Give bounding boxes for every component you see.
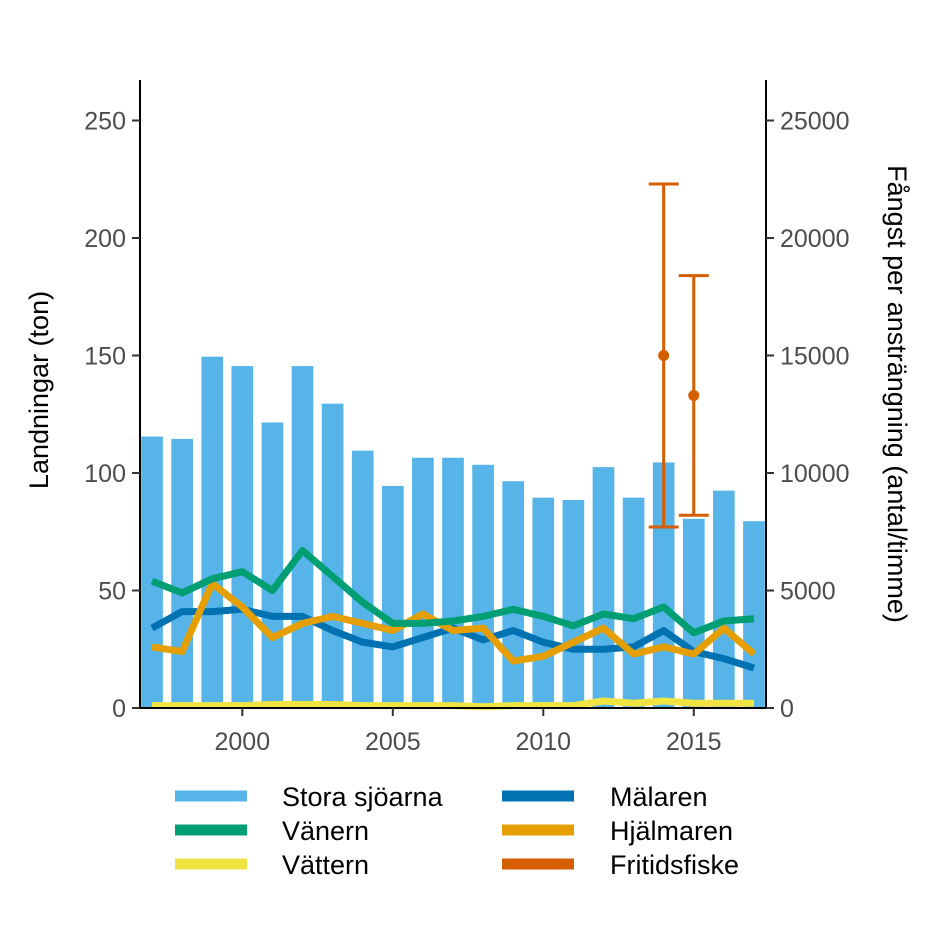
y2-tick-label: 20000 xyxy=(780,225,850,253)
x-tick-label: 2005 xyxy=(365,728,421,756)
bar xyxy=(321,403,344,708)
bar xyxy=(743,521,765,708)
bar xyxy=(141,436,163,708)
legend-key xyxy=(502,824,574,836)
y-tick-label: 0 xyxy=(112,695,126,723)
y2-tick-label: 5000 xyxy=(780,578,836,606)
bar xyxy=(231,366,254,708)
legend-key xyxy=(175,824,247,836)
bar xyxy=(201,356,224,708)
bar xyxy=(261,422,284,708)
y2-axis-title: Fångst per ansträngning (antal/timme) xyxy=(882,165,912,623)
legend-label: Vättern xyxy=(282,850,369,880)
y-tick-label: 100 xyxy=(84,460,126,488)
legend-label: Mälaren xyxy=(610,782,708,812)
y-tick-label: 50 xyxy=(98,578,126,606)
legend-label: Fritidsfiske xyxy=(610,850,739,880)
bar xyxy=(532,497,555,708)
bar xyxy=(351,450,374,708)
y-tick-label: 200 xyxy=(84,225,126,253)
legend-key xyxy=(502,858,574,870)
bars-layer xyxy=(141,356,765,708)
legend-label: Stora sjöarna xyxy=(282,782,444,812)
axes: 0 50 100 150 200 250 0 5000 10000 15000 20000 25000… xyxy=(24,80,912,756)
y-axis-title: Landningar (ton) xyxy=(24,291,54,489)
y-tick-label: 150 xyxy=(84,343,126,371)
lines-layer xyxy=(150,547,757,711)
bar xyxy=(682,518,705,708)
bar xyxy=(442,457,464,708)
x-tick-label: 2015 xyxy=(666,728,722,756)
series-line xyxy=(150,547,755,637)
series-line xyxy=(152,697,754,711)
legend-label: Vänern xyxy=(282,816,369,846)
y2-tick-label: 10000 xyxy=(780,460,850,488)
bar xyxy=(381,485,404,708)
y2-tick-label: 15000 xyxy=(780,343,850,371)
legend-key xyxy=(175,790,247,802)
bar xyxy=(713,490,735,708)
bar xyxy=(412,457,434,708)
bar xyxy=(562,500,585,708)
errorbar-point xyxy=(658,350,670,361)
legend-key xyxy=(175,858,247,870)
bar xyxy=(622,497,645,708)
legend-key xyxy=(502,790,574,802)
x-tick-label: 2000 xyxy=(215,728,271,756)
bar xyxy=(171,438,193,708)
legend: Stora sjöarna Mälaren Vänern Hjälmaren Vätte… xyxy=(175,782,739,880)
bar xyxy=(502,481,525,708)
y-tick-label: 250 xyxy=(84,108,126,136)
bar xyxy=(472,464,494,708)
y2-tick-label: 0 xyxy=(780,695,794,723)
bar xyxy=(592,467,615,708)
bar xyxy=(291,366,314,708)
legend-label: Hjälmaren xyxy=(610,816,733,846)
errorbars-layer xyxy=(648,182,709,529)
errorbar-point xyxy=(688,389,700,401)
series-line xyxy=(151,580,757,665)
x-tick-label: 2010 xyxy=(515,728,571,756)
y2-tick-label: 25000 xyxy=(780,108,850,136)
